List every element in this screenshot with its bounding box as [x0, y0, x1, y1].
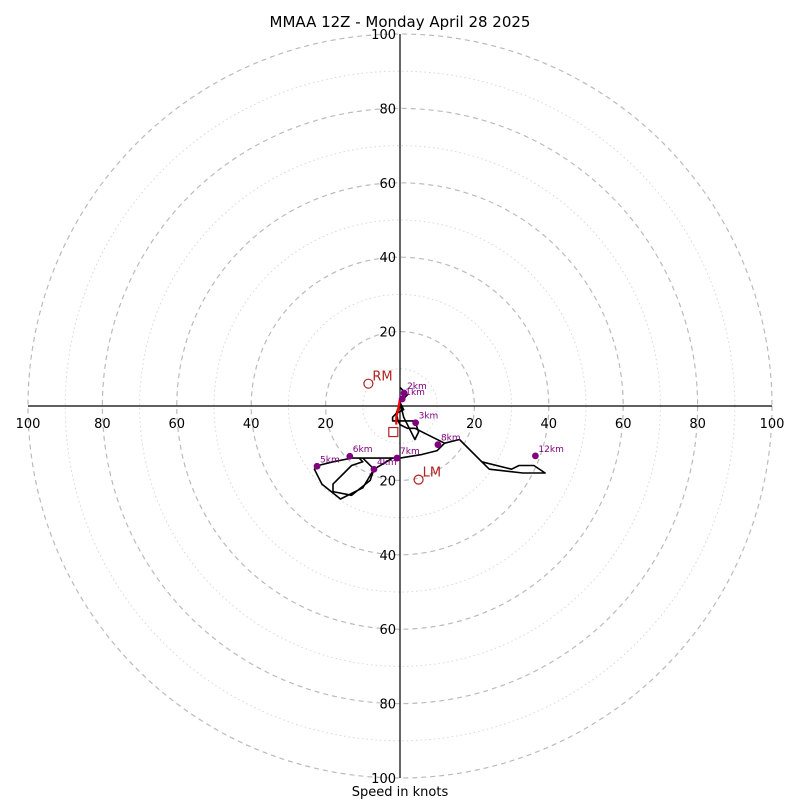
y-tick-up-40: 40 — [379, 251, 396, 266]
y-tick-up-60: 60 — [379, 177, 396, 192]
x-tick-8: 80 — [689, 417, 706, 432]
height-point-7 — [434, 441, 442, 449]
y-tick-down-80: 80 — [379, 698, 396, 713]
x-tick-5: 20 — [466, 417, 483, 432]
height-label-3: 4km — [377, 458, 397, 468]
height-label-6: 7km — [400, 447, 420, 457]
height-point-1 — [400, 389, 408, 397]
x-tick-4: 20 — [317, 417, 334, 432]
height-point-8 — [532, 452, 539, 460]
x-tick-1: 80 — [94, 417, 111, 432]
hodograph-traces — [313, 386, 546, 500]
chart-title: MMAA 12Z - Monday April 28 2025 — [270, 13, 531, 31]
storm-motion-markers: RM LM — [363, 370, 441, 485]
tick-labels: 20 20 40 40 60 60 80 80 100 100 100 80 60 40 20 20 40 60 8… — [16, 28, 785, 787]
rm-marker — [363, 378, 374, 389]
height-label-1: 2km — [407, 382, 427, 392]
x-tick-9: 100 — [760, 417, 785, 432]
lm-label: LM — [423, 466, 441, 481]
y-tick-up-80: 80 — [379, 102, 396, 117]
x-tick-2: 60 — [169, 417, 186, 432]
x-tick-6: 40 — [541, 417, 558, 432]
height-point-4 — [313, 462, 321, 470]
axes — [28, 34, 772, 778]
height-label-8: 12km — [538, 445, 563, 455]
y-tick-down-100: 100 — [371, 772, 396, 787]
lm-marker — [413, 474, 424, 485]
height-label-5: 6km — [353, 445, 373, 455]
height-point-5 — [346, 452, 354, 460]
lowlevel-trace — [395, 398, 402, 425]
mean-wind-marker — [388, 426, 399, 438]
height-point-2 — [412, 419, 420, 427]
y-tick-down-40: 40 — [379, 549, 396, 564]
height-label-2: 3km — [419, 412, 439, 422]
x-tick-0: 100 — [16, 417, 41, 432]
y-tick-up-20: 20 — [379, 326, 396, 341]
height-label-4: 5km — [320, 455, 340, 465]
x-tick-3: 40 — [243, 417, 260, 432]
height-point-0 — [398, 395, 406, 403]
x-tick-7: 60 — [615, 417, 632, 432]
y-tick-down-60: 60 — [379, 623, 396, 638]
height-label-7: 8km — [441, 434, 461, 444]
hodograph-trace — [313, 386, 546, 500]
rm-label: RM — [372, 370, 392, 385]
y-tick-up-100: 100 — [371, 28, 396, 43]
x-axis-label: Speed in knots — [352, 785, 449, 800]
height-point-6 — [393, 454, 401, 462]
height-point-3 — [370, 465, 378, 473]
height-label-0: 1km — [405, 388, 425, 398]
y-tick-down-20: 20 — [379, 474, 396, 489]
